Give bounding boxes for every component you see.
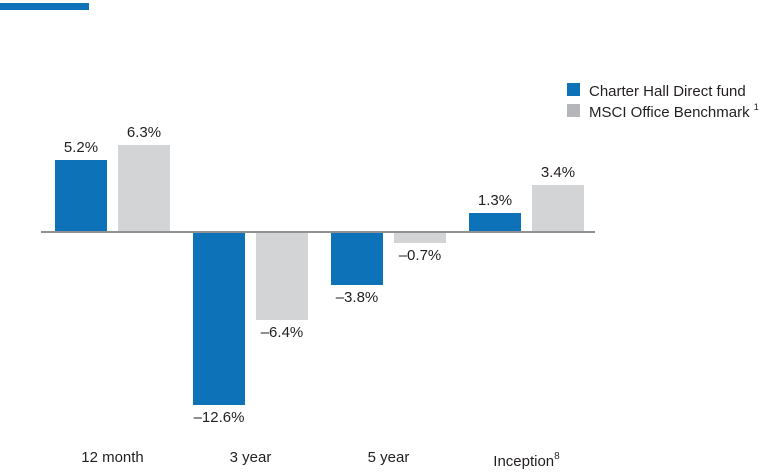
bar-fund-3-year	[193, 233, 245, 405]
x-axis-label-inception: Inception8	[493, 451, 560, 470]
legend-swatch-fund	[567, 83, 580, 96]
x-axis-label-12-month: 12 month	[81, 449, 144, 466]
bar-value-label-benchmark-12-month: 6.3%	[126, 124, 162, 141]
bar-benchmark-inception	[532, 185, 584, 231]
bar-benchmark-12-month	[118, 145, 170, 231]
bar-value-label-benchmark-inception: 3.4%	[540, 164, 576, 181]
x-axis-line	[41, 231, 595, 233]
bar-value-label-fund-12-month: 5.2%	[63, 139, 99, 156]
bar-value-label-fund-3-year: –12.6%	[193, 409, 245, 426]
bar-value-label-fund-inception: 1.3%	[477, 192, 513, 209]
legend-swatch-benchmark	[567, 104, 580, 117]
x-axis-label-5-year: 5 year	[367, 449, 410, 466]
bar-fund-5-year	[331, 233, 383, 285]
brand-accent-bar	[0, 3, 89, 10]
bar-value-label-benchmark-5-year: –0.7%	[398, 247, 442, 264]
bar-fund-inception	[469, 213, 521, 231]
bar-value-label-benchmark-3-year: –6.4%	[260, 324, 304, 341]
bar-benchmark-3-year	[256, 233, 308, 320]
legend-item-fund: Charter Hall Direct fund	[567, 79, 759, 100]
bar-benchmark-5-year	[394, 233, 446, 243]
bar-value-label-fund-5-year: –3.8%	[335, 289, 379, 306]
legend-label-benchmark: MSCI Office Benchmark 1	[589, 102, 759, 121]
x-axis-label-3-year: 3 year	[229, 449, 272, 466]
legend-label-fund: Charter Hall Direct fund	[589, 83, 746, 100]
bar-fund-12-month	[55, 160, 107, 231]
chart-legend: Charter Hall Direct fund MSCI Office Ben…	[567, 79, 759, 121]
legend-item-benchmark: MSCI Office Benchmark 1	[567, 100, 759, 121]
